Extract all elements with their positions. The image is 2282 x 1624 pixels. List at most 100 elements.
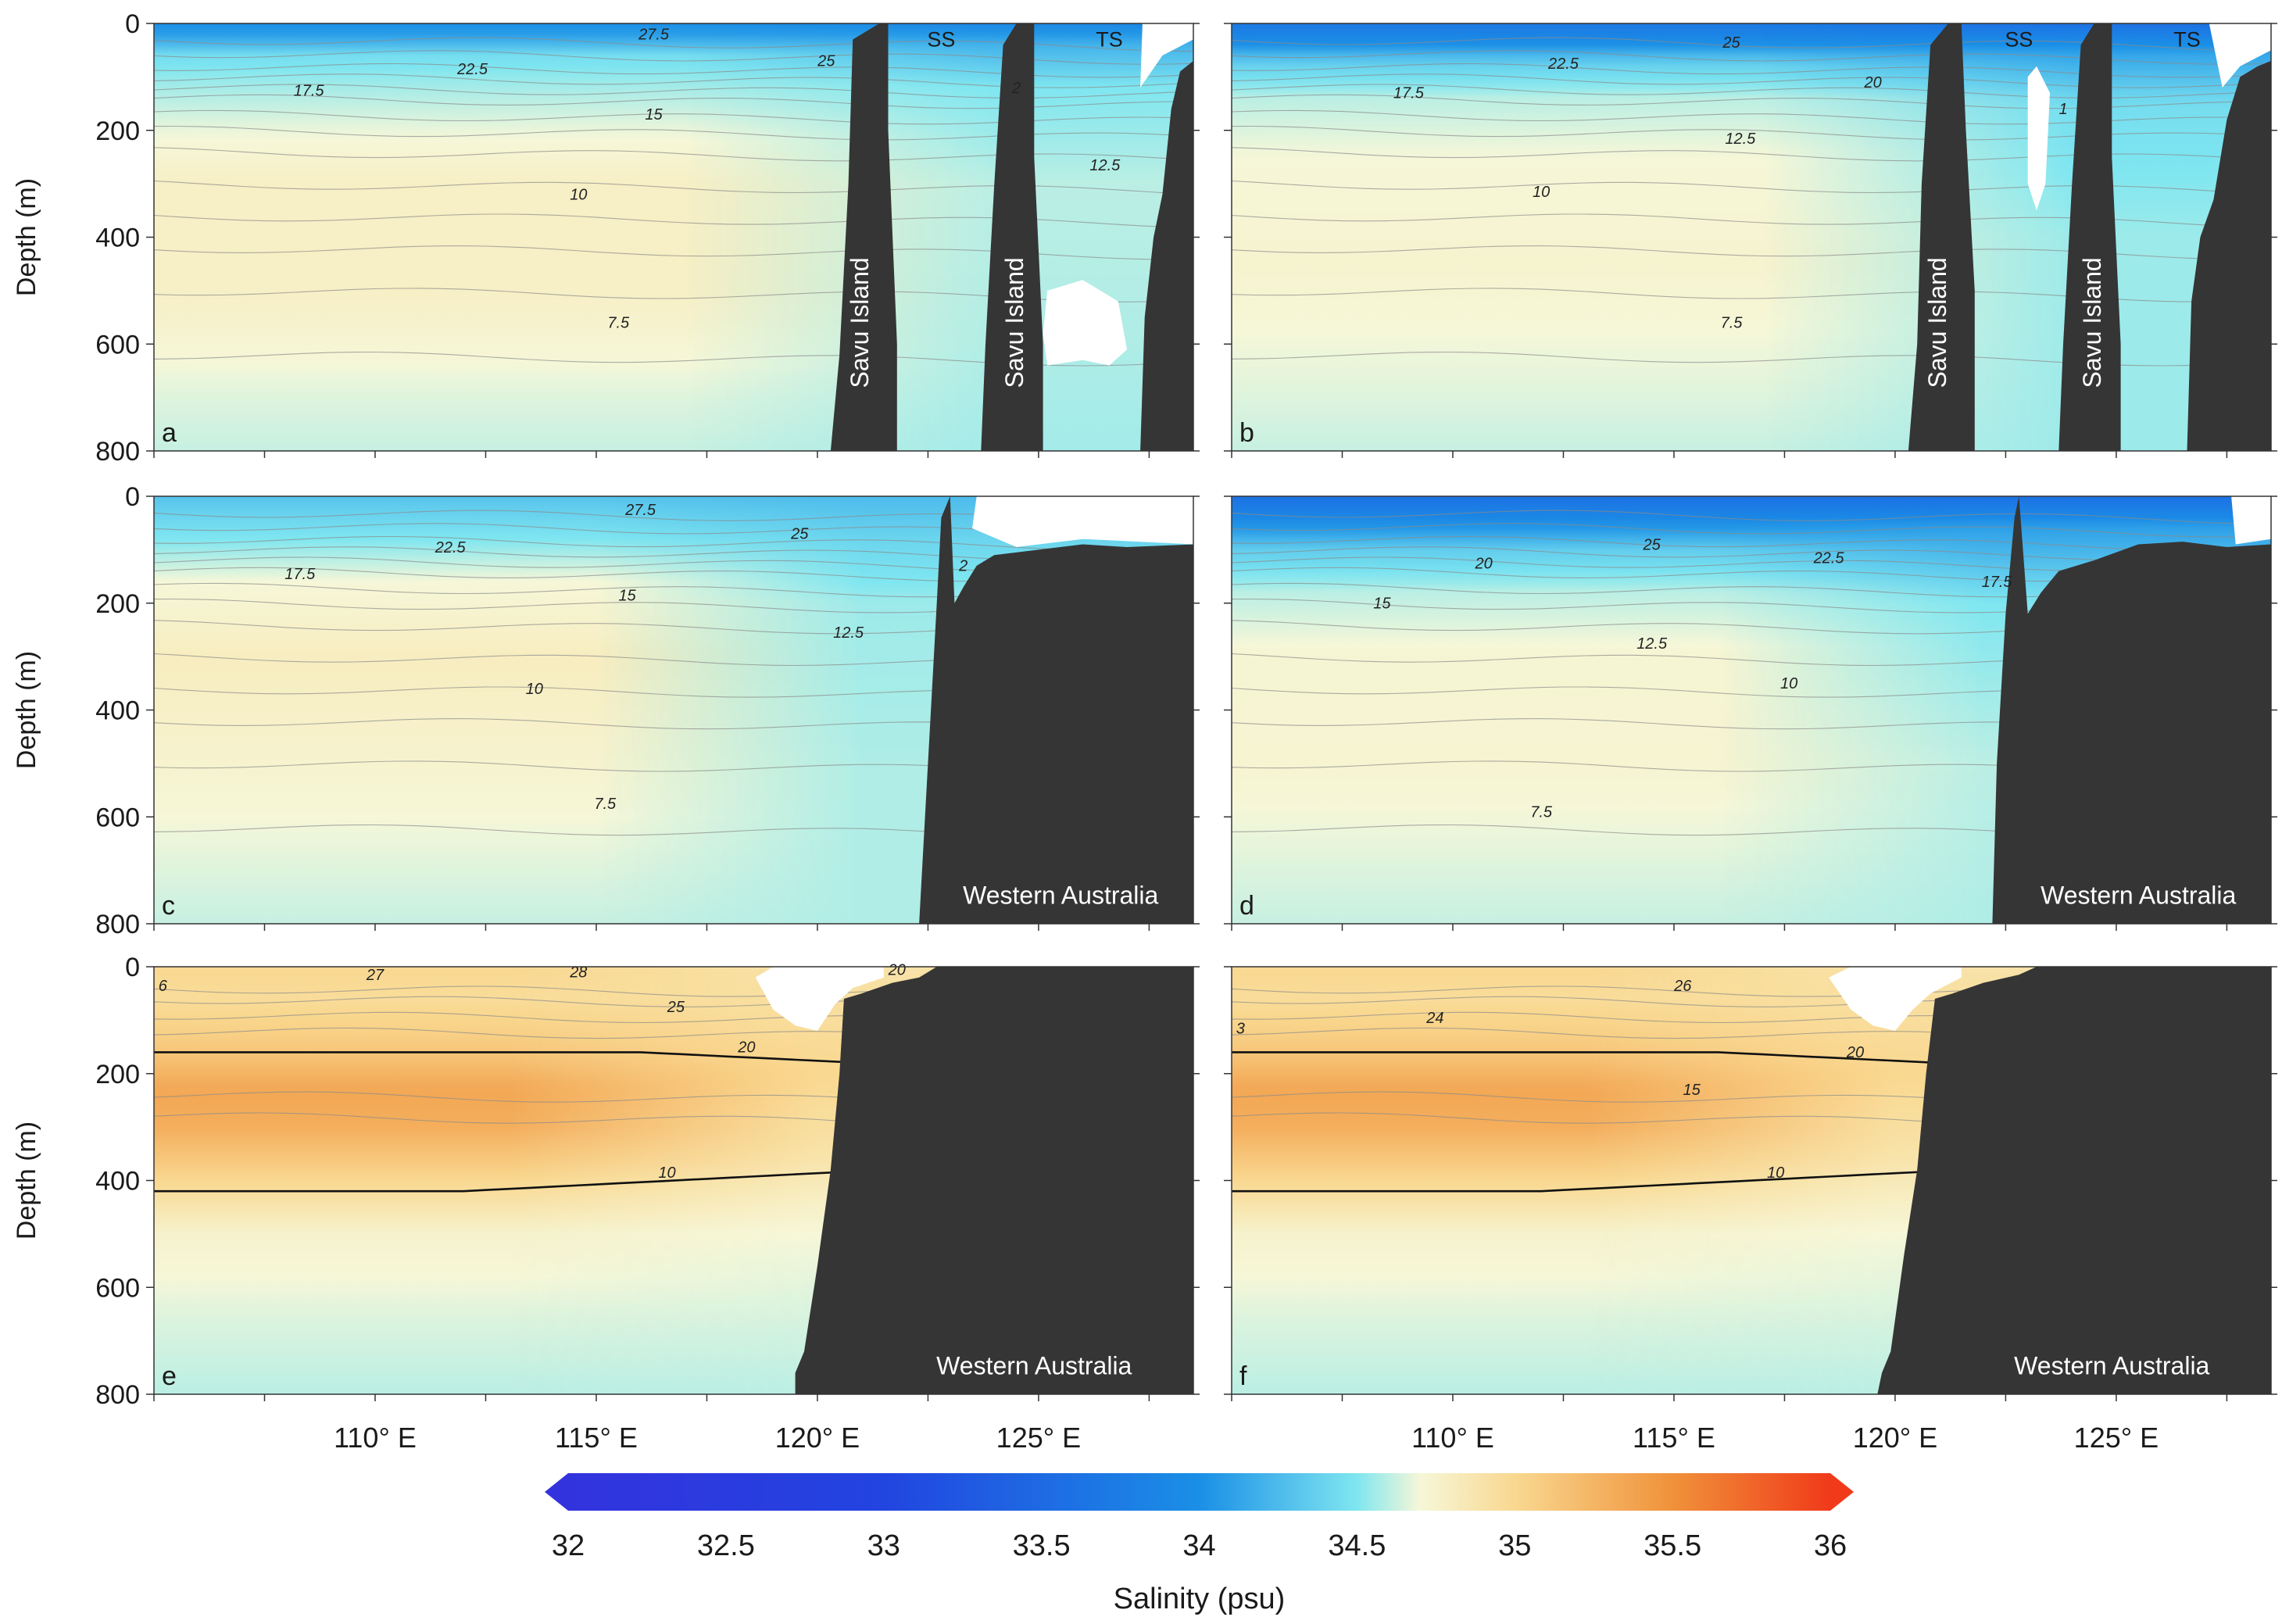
panel-label: d xyxy=(1239,891,1254,921)
colorbar-tick-label: 32.5 xyxy=(697,1529,755,1562)
contour-label: 25 xyxy=(1722,34,1740,52)
contour-bold xyxy=(154,1051,862,1064)
contour-bold xyxy=(154,1170,862,1193)
colorbar-arrow-high xyxy=(1830,1473,1854,1511)
salinity-colorbar: 32 32.5 33 33.5 34 34.5 35 35.5 36 Salinity (psu) xyxy=(545,1473,1854,1615)
contour-label: 28 xyxy=(569,964,587,982)
contour-label: 12.5 xyxy=(1725,131,1756,148)
contour-label: 15 xyxy=(645,106,663,123)
panel-a: 27.5 25 22.5 17.5 15 2 12.5 10 7.5 SS TS Savu Islan… xyxy=(146,23,1200,458)
land-mask xyxy=(1140,60,1193,451)
strait-label: TS xyxy=(2173,28,2201,52)
contour-label: 22.5 xyxy=(456,61,488,78)
colorbar-tick-label: 34.5 xyxy=(1328,1529,1386,1562)
depth-axes: 0 200 400 600 800 Depth (m) 0 200 400 600 800 Depth… xyxy=(12,9,140,1410)
nodata-patch xyxy=(1829,967,1962,1031)
y-tick-label: 600 xyxy=(95,803,140,832)
contour-label: 20 xyxy=(888,961,906,978)
y-tick-label: 0 xyxy=(125,482,140,512)
panel-e: 6 27 28 25 20 20 10 Western Australia e xyxy=(146,961,1200,1401)
contour-label: 25 xyxy=(1643,536,1661,553)
land-label: Western Australia xyxy=(936,1351,1132,1379)
contour-label: 17.5 xyxy=(1393,85,1425,102)
land-mask xyxy=(2187,60,2271,451)
land-label: Savu Island xyxy=(1000,257,1028,388)
panel-label: b xyxy=(1239,418,1254,448)
strait-label: TS xyxy=(1096,28,1123,52)
colorbar-arrow-low xyxy=(545,1473,568,1511)
x-tick-label: 110° E xyxy=(334,1422,417,1454)
y-tick-label: 200 xyxy=(95,116,140,146)
contour-label: 26 xyxy=(1673,978,1692,995)
contour-label: 3 xyxy=(1236,1020,1245,1037)
panel-label: a xyxy=(162,418,177,448)
panel-label: f xyxy=(1239,1361,1247,1391)
colorbar-tick-label: 36 xyxy=(1814,1529,1847,1562)
contour-label: 17.5 xyxy=(284,566,316,583)
contour-label: 7.5 xyxy=(1721,315,1744,332)
contour-bold xyxy=(1232,1051,1940,1064)
land-mask xyxy=(1877,967,2271,1394)
contour-line xyxy=(1232,535,2271,551)
land-label: Savu Island xyxy=(1923,257,1951,388)
panel-d: 25 20 22.5 17.5 15 12.5 10 7.5 Western Australia… xyxy=(1224,495,2277,931)
colorbar-tick-label: 33 xyxy=(867,1529,900,1562)
panel-label: e xyxy=(162,1361,177,1391)
contour-label: 12.5 xyxy=(1089,157,1121,174)
nodata-patch xyxy=(2027,66,2050,211)
contour-label: 22.5 xyxy=(435,539,467,556)
contour-label: 20 xyxy=(1864,74,1882,91)
colorbar-tick-label: 32 xyxy=(552,1529,585,1562)
contour-label: 20 xyxy=(1474,555,1492,572)
contour-line xyxy=(154,535,1193,551)
nodata-patch xyxy=(972,496,1193,547)
y-tick-label: 400 xyxy=(95,696,140,726)
y-tick-label: 800 xyxy=(95,910,140,939)
x-tick-label: 125° E xyxy=(996,1422,1081,1454)
x-tick-label: 115° E xyxy=(1633,1422,1715,1454)
contour-label: 27 xyxy=(366,967,385,984)
contour-label: 10 xyxy=(526,681,543,698)
x-tick-label: 120° E xyxy=(1853,1422,1937,1454)
contour-label: 15 xyxy=(1373,596,1391,613)
nodata-patch xyxy=(2231,496,2271,545)
contour-label: 27.5 xyxy=(638,27,670,44)
contour-line xyxy=(1232,523,2271,538)
contour-label: 15 xyxy=(1683,1082,1701,1099)
contour-label: 10 xyxy=(658,1164,675,1182)
contour-label: 12.5 xyxy=(1636,635,1668,653)
land-mask xyxy=(795,967,1193,1394)
x-tick-label: 115° E xyxy=(555,1422,638,1454)
land-label: Western Australia xyxy=(963,881,1158,909)
contour-line xyxy=(1232,510,2271,525)
contour-label: 15 xyxy=(618,587,636,604)
y-tick-label: 600 xyxy=(95,330,140,359)
contour-label: 10 xyxy=(1780,675,1797,692)
land-mask xyxy=(2058,23,2121,451)
colorbar-ramp xyxy=(568,1473,1830,1511)
contour-label: 17.5 xyxy=(1982,574,2013,591)
contour-label: 10 xyxy=(570,187,587,204)
land-label: Western Australia xyxy=(2014,1351,2209,1379)
land-label: Savu Island xyxy=(846,257,874,388)
contour-label: 10 xyxy=(1533,184,1550,201)
colorbar-tick-label: 35.5 xyxy=(1644,1529,1701,1562)
contour-bold xyxy=(1232,1170,1940,1193)
land-mask xyxy=(830,23,897,451)
panel-f: 3 24 26 20 15 10 Western Australia f xyxy=(1224,966,2277,1401)
nodata-patch xyxy=(2209,23,2271,88)
land-mask xyxy=(1992,496,2271,924)
y-tick-label: 200 xyxy=(95,589,140,619)
contour-label: 20 xyxy=(737,1039,755,1056)
land-mask xyxy=(1908,23,1975,451)
y-axis-title: Depth (m) xyxy=(12,651,41,769)
colorbar-tick-label: 33.5 xyxy=(1013,1529,1071,1562)
longitude-axes: 110° E 115° E 120° E 125° E 110° E 115° E 120°… xyxy=(334,1422,2159,1454)
contour-label: 1 xyxy=(2058,101,2067,118)
colorbar-tick-label: 34 xyxy=(1182,1529,1215,1562)
nodata-patch xyxy=(755,967,884,1031)
panel-c: 27.5 25 22.5 17.5 15 2 12.5 10 7.5 Western Austra… xyxy=(146,495,1200,931)
panel-b: 25 22.5 20 17.5 1 12.5 10 7.5 SS TS Savu Island Sav… xyxy=(1224,23,2277,458)
land-label: Western Australia xyxy=(2041,881,2236,909)
